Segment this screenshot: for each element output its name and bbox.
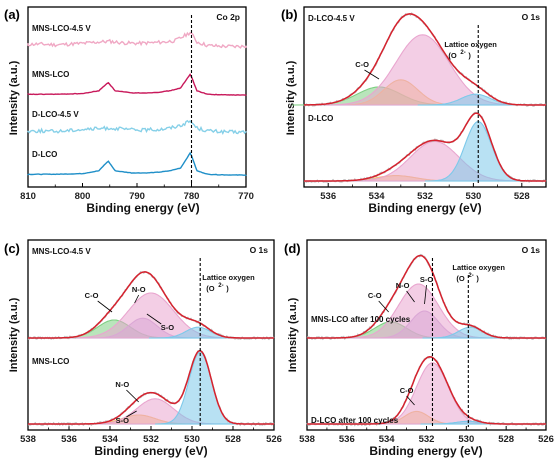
x-tick-label: 780 bbox=[184, 191, 200, 202]
annotation-label: C-O bbox=[400, 386, 414, 395]
annotation-label: ) bbox=[468, 51, 471, 60]
x-tick-label: 528 bbox=[498, 434, 514, 445]
annotation-label: C-O bbox=[368, 291, 382, 300]
x-axis-title: Binding energy (eV) bbox=[369, 444, 482, 458]
x-tick-label: 538 bbox=[299, 434, 315, 445]
annotation-label: (O bbox=[206, 284, 214, 293]
annotation-arrow bbox=[126, 389, 139, 403]
x-tick-label: 532 bbox=[417, 191, 433, 202]
x-axis-title: Binding energy (eV) bbox=[368, 201, 481, 215]
series-label: MNS-LCO-4.5 V bbox=[32, 247, 91, 256]
annotation-label: C-O bbox=[355, 60, 369, 69]
x-tick-label: 534 bbox=[379, 434, 396, 445]
series-label: MNS-LCO bbox=[32, 70, 69, 79]
y-axis-title: Intensity (a.u.) bbox=[285, 60, 297, 135]
fit-envelope-line bbox=[307, 254, 546, 339]
annotation-label: S-O bbox=[420, 275, 434, 284]
chart-panel-4: (d) O 1s 538 536 534 532 530 528 526 Binding ener… bbox=[284, 239, 554, 458]
annotation-arrow bbox=[146, 313, 162, 325]
annotation-label: S-O bbox=[161, 323, 175, 332]
annotation-label: C-O bbox=[85, 291, 99, 300]
annotation-arrow bbox=[97, 300, 113, 313]
component-peak bbox=[316, 34, 530, 106]
annotation-arrow bbox=[424, 284, 427, 305]
series-label: MNS-LCO bbox=[32, 357, 69, 366]
annotation-arrow bbox=[406, 290, 415, 303]
series-label: MNS-LCO after 100 cycles bbox=[311, 315, 411, 324]
annotation-label: 2- bbox=[468, 273, 473, 279]
annotation-label: 2- bbox=[218, 283, 223, 289]
spectrum-line bbox=[27, 119, 247, 136]
annotation-arrow bbox=[378, 300, 389, 313]
element-label: O 1s bbox=[522, 245, 541, 255]
panel-letter: (b) bbox=[281, 7, 298, 22]
x-tick-label: 530 bbox=[184, 434, 200, 445]
x-tick-label: 534 bbox=[369, 191, 386, 202]
x-tick-label: 790 bbox=[129, 191, 145, 202]
x-tick-label: 530 bbox=[458, 434, 474, 445]
series-label: D-LCO-4.5 V bbox=[32, 110, 79, 119]
x-tick-label: 528 bbox=[225, 434, 241, 445]
x-tick-label: 526 bbox=[266, 434, 282, 445]
annotation-label: (O bbox=[448, 51, 456, 60]
series-label: D-LCO bbox=[308, 114, 333, 123]
x-tick-label: 810 bbox=[20, 191, 36, 202]
element-label: Co 2p bbox=[216, 12, 240, 22]
annotation-label: 2- bbox=[460, 50, 465, 56]
spectrum-line bbox=[27, 73, 247, 96]
x-tick-label: 532 bbox=[419, 434, 435, 445]
fit-envelope-line bbox=[304, 112, 546, 182]
annotation-arrow bbox=[364, 69, 380, 80]
panel-letter: (a) bbox=[4, 7, 20, 22]
annotation-arrow bbox=[134, 294, 140, 304]
x-tick-label: 532 bbox=[143, 434, 159, 445]
y-axis-title: Intensity (a.u.) bbox=[8, 297, 20, 372]
annotation-label: S-O bbox=[116, 416, 130, 425]
x-tick-label: 536 bbox=[320, 191, 336, 202]
series-label: MNS-LCO-4.5 V bbox=[32, 24, 91, 33]
x-tick-label: 528 bbox=[514, 191, 530, 202]
x-tick-label: 536 bbox=[339, 434, 355, 445]
annotation-arrow bbox=[406, 395, 415, 406]
spectrum-line bbox=[27, 151, 247, 176]
x-tick-label: 800 bbox=[75, 191, 91, 202]
annotation-label: ) bbox=[226, 284, 229, 293]
chart-panel-1: (a) Co 2p 810 800 790 780 770 Binding energy (e… bbox=[4, 6, 254, 215]
x-tick-label: 536 bbox=[61, 434, 77, 445]
x-axis-title: Binding energy (eV) bbox=[94, 444, 207, 458]
annotation-label: N-O bbox=[396, 281, 410, 290]
annotation-label: Lattice oxygen bbox=[202, 273, 255, 282]
chart-panel-3: (c) O 1s 538 536 534 532 530 528 526 Binding ener… bbox=[4, 239, 282, 458]
panel-letter: (c) bbox=[4, 241, 20, 256]
x-tick-label: 530 bbox=[465, 191, 481, 202]
x-tick-label: 526 bbox=[538, 434, 554, 445]
x-tick-label: 770 bbox=[238, 191, 254, 202]
x-tick-label: 538 bbox=[20, 434, 36, 445]
annotation-arrow bbox=[126, 410, 137, 418]
series-label: D-LCO-4.5 V bbox=[308, 14, 355, 23]
y-axis-title: Intensity (a.u.) bbox=[8, 60, 20, 135]
panel-letter: (d) bbox=[284, 241, 301, 256]
annotation-label: Lattice oxygen bbox=[444, 40, 497, 49]
x-axis-title: Binding energy (eV) bbox=[86, 201, 199, 215]
series-label: D-LCO after 100 cycles bbox=[311, 416, 399, 425]
annotation-label: (O bbox=[456, 274, 464, 283]
fit-envelope-line bbox=[28, 349, 274, 425]
fit-envelope-line bbox=[28, 271, 274, 339]
spectrum-line bbox=[27, 31, 247, 49]
annotation-label: ) bbox=[476, 274, 479, 283]
annotation-label: N-O bbox=[132, 285, 146, 294]
element-label: O 1s bbox=[522, 12, 541, 22]
annotation-label: Lattice oxygen bbox=[452, 263, 505, 272]
fit-envelope-line bbox=[307, 356, 546, 425]
y-axis-title: Intensity (a.u.) bbox=[287, 297, 299, 372]
annotation-label: N-O bbox=[115, 380, 129, 389]
element-label: O 1s bbox=[250, 245, 269, 255]
x-tick-label: 534 bbox=[102, 434, 119, 445]
series-label: D-LCO bbox=[32, 150, 57, 159]
plot-frame bbox=[27, 6, 247, 188]
chart-panel-2: (b) O 1s 536 534 532 530 528 Binding energy (eV… bbox=[281, 6, 547, 215]
fit-envelope-line bbox=[304, 13, 546, 106]
